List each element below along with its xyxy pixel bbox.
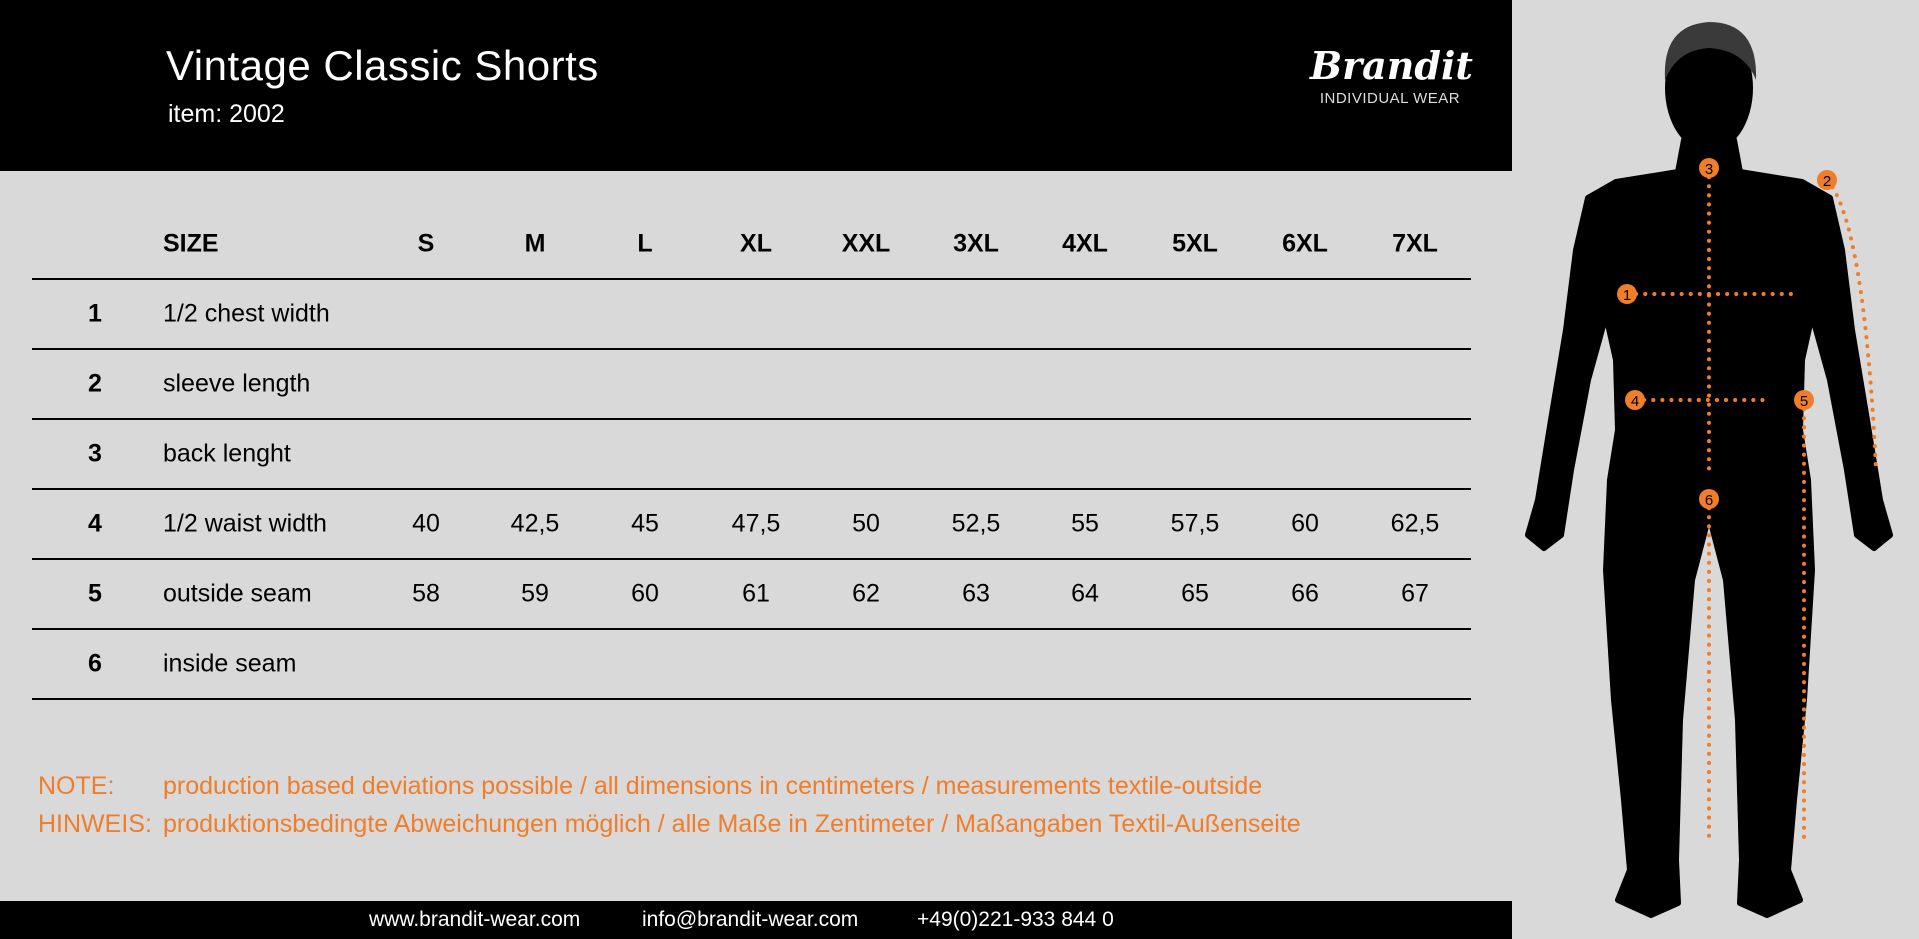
table-row: 2 sleeve length — [32, 350, 1471, 420]
table-cell: 63 — [962, 579, 990, 608]
note-text: production based deviations possible / a… — [163, 772, 1263, 800]
head — [1665, 24, 1753, 152]
svg-text:1: 1 — [1623, 287, 1631, 304]
table-cell: 60 — [631, 579, 659, 608]
hair — [1664, 22, 1757, 80]
website-link[interactable]: www.brandit-wear.com — [369, 908, 581, 931]
table-cell: 65 — [1181, 579, 1209, 608]
body-measurement-figure: 1 2 3 4 5 6 — [1525, 22, 1893, 918]
table-cell: 52,5 — [951, 509, 1001, 538]
logo-script: Brandit — [1310, 43, 1473, 88]
table-row: 6 inside seam — [32, 630, 1471, 700]
table-cell: 60 — [1291, 509, 1319, 538]
row-label: outside seam — [163, 579, 312, 608]
table-cell: 58 — [412, 579, 440, 608]
size-column-header: 4XL — [1062, 229, 1108, 258]
measure-marker-5: 5 — [1794, 390, 1814, 410]
note-en: NOTE: production based deviations possibl… — [38, 767, 1301, 805]
size-header: SIZE — [163, 229, 219, 258]
table-cell: 45 — [631, 509, 659, 538]
notes: NOTE: production based deviations possibl… — [38, 767, 1301, 843]
table-cell: 47,5 — [731, 509, 781, 538]
table-cell: 42,5 — [510, 509, 560, 538]
row-number: 1 — [88, 299, 102, 328]
table-cell: 57,5 — [1170, 509, 1220, 538]
table-cell: 67 — [1401, 579, 1429, 608]
size-table: SIZE S M L XL XXL 3XL 4XL 5XL 6XL 7XL 1 1/2 chest wi… — [32, 220, 1471, 700]
size-column-header: 6XL — [1282, 229, 1328, 258]
size-column-header: XXL — [841, 229, 891, 258]
table-cell: 66 — [1291, 579, 1319, 608]
table-row: 4 1/2 waist width 40 42,5 45 47,5 50 52,5 55 57,5… — [32, 490, 1471, 560]
svg-text:3: 3 — [1705, 161, 1713, 178]
table-cell: 61 — [742, 579, 770, 608]
size-column-header: 5XL — [1172, 229, 1218, 258]
table-cell: 62 — [852, 579, 880, 608]
svg-text:4: 4 — [1631, 393, 1639, 410]
table-row: 5 outside seam 58 59 60 61 62 63 64 65 66 67 — [32, 560, 1471, 630]
sleeve-line — [1825, 178, 1878, 471]
row-label: inside seam — [163, 649, 297, 678]
phone-number: +49(0)221-933 844 0 — [917, 908, 1114, 931]
table-row: 1 1/2 chest width — [32, 280, 1471, 350]
svg-text:2: 2 — [1823, 173, 1831, 190]
item-number: item: 2002 — [168, 100, 285, 128]
size-column-header: M — [524, 229, 546, 258]
row-number: 6 — [88, 649, 102, 678]
page-title: Vintage Classic Shorts — [166, 42, 599, 89]
table-cell: 55 — [1071, 509, 1099, 538]
size-column-header: 3XL — [953, 229, 999, 258]
logo-subtitle: INDIVIDUAL WEAR — [1319, 90, 1461, 107]
table-cell: 62,5 — [1390, 509, 1440, 538]
table-cell: 59 — [521, 579, 549, 608]
email-link[interactable]: info@brandit-wear.com — [642, 908, 859, 931]
row-label: 1/2 waist width — [163, 509, 327, 538]
measure-marker-2: 2 — [1817, 170, 1837, 190]
size-column-header: 7XL — [1392, 229, 1438, 258]
measure-marker-6: 6 — [1699, 489, 1719, 509]
table-row: 3 back lenght — [32, 420, 1471, 490]
note-text: produktionsbedingte Abweichungen möglich… — [163, 810, 1301, 838]
footer: www.brandit-wear.com info@brandit-wear.c… — [0, 901, 1512, 939]
row-number: 2 — [88, 369, 102, 398]
header: Vintage Classic Shorts item: 2002 Brandi… — [0, 0, 1512, 171]
size-column-header: XL — [740, 229, 772, 258]
measure-marker-1: 1 — [1617, 284, 1637, 304]
svg-text:5: 5 — [1800, 393, 1808, 410]
row-label: sleeve length — [163, 369, 311, 398]
note-key: NOTE: — [38, 772, 115, 800]
row-label: 1/2 chest width — [163, 299, 330, 328]
body-silhouette — [1525, 137, 1893, 918]
row-number: 4 — [88, 509, 102, 538]
measure-marker-3: 3 — [1699, 158, 1719, 178]
size-column-header: S — [417, 229, 435, 258]
size-column-header: L — [637, 229, 653, 258]
table-cell: 40 — [412, 509, 440, 538]
row-label: back lenght — [163, 439, 291, 468]
row-number: 3 — [88, 439, 102, 468]
table-cell: 50 — [852, 509, 880, 538]
svg-text:6: 6 — [1705, 492, 1713, 509]
note-de: HINWEIS: produktionsbedingte Abweichungen… — [38, 805, 1301, 843]
table-header-row: SIZE S M L XL XXL 3XL 4XL 5XL 6XL 7XL — [32, 220, 1471, 280]
note-key: HINWEIS: — [38, 810, 152, 838]
table-cell: 64 — [1071, 579, 1099, 608]
brand-logo: Brandit INDIVIDUAL WEAR — [1310, 43, 1473, 108]
measure-marker-4: 4 — [1625, 390, 1645, 410]
row-number: 5 — [88, 579, 102, 608]
